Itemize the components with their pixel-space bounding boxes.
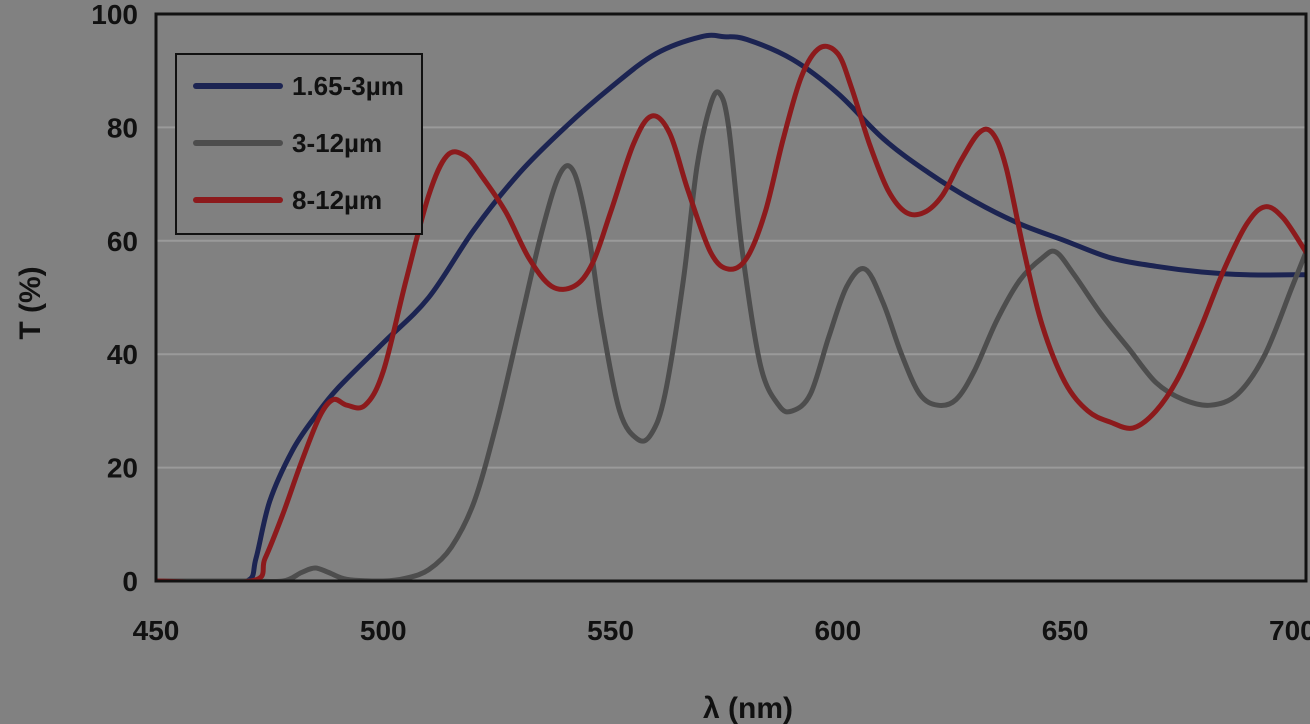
legend-label: 3-12µm [292, 128, 382, 158]
y-tick-label: 80 [107, 112, 138, 143]
x-tick-label: 650 [1042, 615, 1089, 646]
x-tick-label: 450 [133, 615, 180, 646]
legend-label: 8-12µm [292, 185, 382, 215]
x-axis-label: λ (nm) [703, 692, 793, 724]
x-tick-label: 550 [587, 615, 634, 646]
y-tick-labels: 0 20 40 60 80 100 [91, 0, 138, 597]
series-line-2 [156, 89, 1306, 581]
y-tick-label: 20 [107, 453, 138, 484]
x-tick-labels: 450 500 550 600 650 700 [133, 615, 1310, 646]
series-line-1 [156, 32, 1306, 581]
legend-label: 1.65-3µm [292, 71, 404, 101]
x-tick-label: 600 [814, 615, 861, 646]
y-axis-label: T (%) [14, 266, 47, 339]
y-tick-label: 0 [122, 566, 138, 597]
y-tick-label: 60 [107, 226, 138, 257]
y-tick-label: 40 [107, 339, 138, 370]
plot-frame [154, 12, 1308, 583]
legend: 1.65-3µm 3-12µm 8-12µm [175, 53, 423, 235]
y-tick-label: 100 [91, 0, 138, 30]
x-tick-label: 500 [360, 615, 407, 646]
series-lines [156, 32, 1306, 581]
x-tick-label: 700 [1269, 615, 1310, 646]
series-line-3 [156, 43, 1306, 581]
